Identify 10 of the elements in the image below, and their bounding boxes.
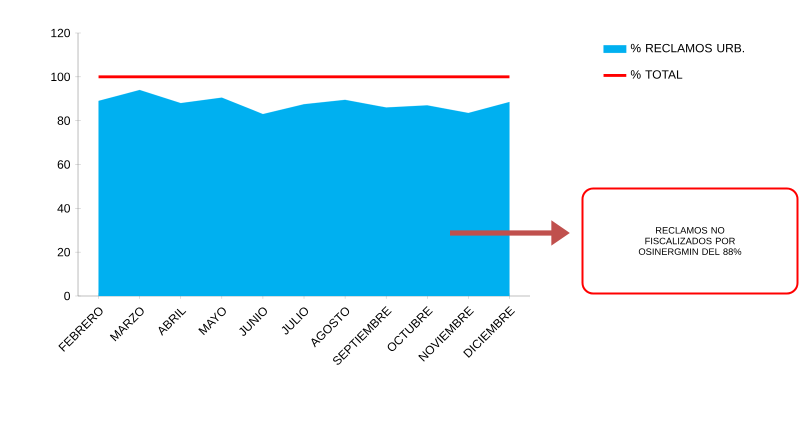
y-tick-label: 60 <box>58 160 70 169</box>
y-tick-label: 120 <box>51 28 70 38</box>
text: RECLAMOS NO FISCALIZADOS POR OSINERGMIN DEL 88% <box>638 227 742 255</box>
y-tick-label: 20 <box>58 248 70 256</box>
y-tick-label: 100 <box>51 72 70 82</box>
y-tick-label: 80 <box>58 116 70 125</box>
legend-label: % TOTAL <box>630 70 682 79</box>
y-tick-label: 0 <box>64 292 70 300</box>
legend-label: % RECLAMOS URB. <box>630 44 744 52</box>
y-tick-label: 40 <box>57 204 70 213</box>
